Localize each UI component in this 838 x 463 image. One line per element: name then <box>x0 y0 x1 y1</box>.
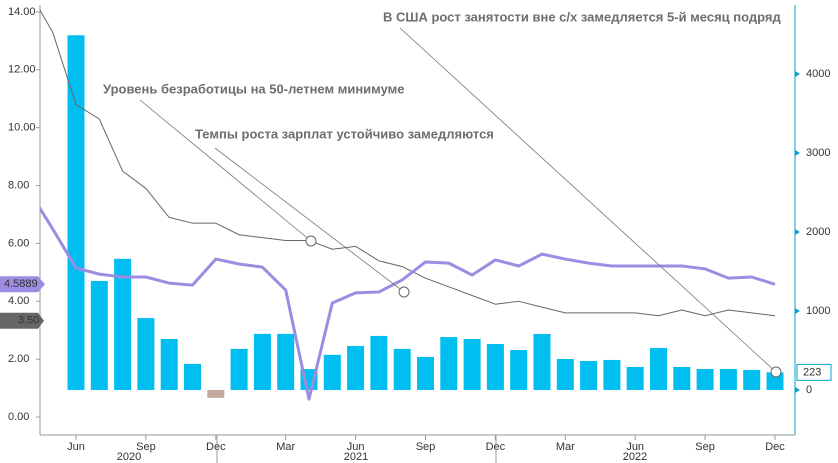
annotation: В США рост занятости вне с/х замедляется… <box>383 9 781 24</box>
line <box>40 9 776 317</box>
y2-tick <box>795 228 800 235</box>
last-value-box <box>0 312 44 329</box>
bar <box>160 339 178 390</box>
x-tick-label: Jun <box>347 441 365 453</box>
last-value-label: 3.50 <box>18 315 39 327</box>
y2-tick-label: 3000 <box>806 147 830 159</box>
leader-line <box>139 99 312 242</box>
bar <box>556 359 574 390</box>
y-tick-label: 8.00 <box>8 179 29 191</box>
bar <box>650 347 667 390</box>
year-label: 2020 <box>117 451 141 463</box>
leader-line <box>399 27 777 373</box>
y2-tick-label: 2000 <box>806 226 830 238</box>
bar <box>417 356 434 390</box>
bar <box>719 368 737 390</box>
bar <box>393 348 411 390</box>
x-tick-label: Mar <box>556 441 575 453</box>
y-tick-label: 2.00 <box>8 353 29 365</box>
x-tick-label: Dec <box>765 441 785 453</box>
overlay: 0.00 2.00 4.00 6.00 8.00 10.00 12.00 14.00 0 1000… <box>0 6 832 463</box>
y-tick-label: 12.00 <box>8 64 36 76</box>
last-value-box <box>796 363 832 381</box>
leader-circle <box>770 366 782 378</box>
x-tick-label: Sep <box>416 441 436 453</box>
bar <box>90 280 108 390</box>
bar <box>347 345 365 390</box>
bar <box>67 35 85 390</box>
year-label: 2022 <box>623 451 647 463</box>
bar <box>370 335 388 390</box>
bar <box>137 318 155 390</box>
x-tick-label: Jun <box>626 441 644 453</box>
leader-circle <box>398 286 410 298</box>
x-tick-label: Jun <box>67 441 85 453</box>
x-tick-label: Sep <box>695 441 715 453</box>
x-tick-label: Mar <box>276 441 295 453</box>
bar <box>743 369 761 390</box>
y-tick-label: 0.00 <box>8 411 29 423</box>
bar <box>253 333 271 390</box>
bar <box>277 333 295 390</box>
y-tick-label: 4.00 <box>8 295 29 307</box>
annotation: Темпы роста зарплат устойчиво замедляютс… <box>195 126 494 141</box>
y2-tick <box>795 149 800 156</box>
y2-tick-label: 1000 <box>806 305 830 317</box>
last-value-box <box>0 276 45 293</box>
y2-tick-label: 4000 <box>806 68 830 80</box>
bar <box>486 343 504 390</box>
bar <box>230 348 248 390</box>
bar <box>207 389 225 398</box>
last-value-label: 223 <box>803 366 821 378</box>
bar <box>603 359 621 390</box>
bar <box>463 339 481 390</box>
y-tick-label: 10.00 <box>8 122 36 134</box>
plot <box>40 9 784 401</box>
x-tick-label: Sep <box>136 441 156 453</box>
bar <box>533 333 551 390</box>
bar <box>626 366 644 390</box>
y2-tick <box>795 386 800 393</box>
y2-tick-label: 0 <box>806 384 812 396</box>
y2-tick <box>795 70 800 77</box>
bar <box>440 337 458 390</box>
bar <box>580 360 598 390</box>
y2-tick <box>795 307 800 314</box>
last-value-label: 4.5889 <box>4 278 38 290</box>
bar <box>323 354 341 390</box>
leader-line <box>214 147 405 293</box>
year-label: 2021 <box>344 451 368 463</box>
y-tick-label: 6.00 <box>8 237 29 249</box>
bar <box>114 258 132 390</box>
bar <box>510 349 528 390</box>
y-tick-label: 14.00 <box>8 6 36 18</box>
line <box>40 205 776 401</box>
bar <box>696 368 714 390</box>
bar <box>184 363 201 390</box>
leader-circle <box>305 235 317 247</box>
bar <box>766 372 784 390</box>
annotation: Уровень безработицы на 50-летнем минимум… <box>103 81 405 96</box>
x-tick-label: Dec <box>206 441 226 453</box>
bar <box>673 366 691 390</box>
